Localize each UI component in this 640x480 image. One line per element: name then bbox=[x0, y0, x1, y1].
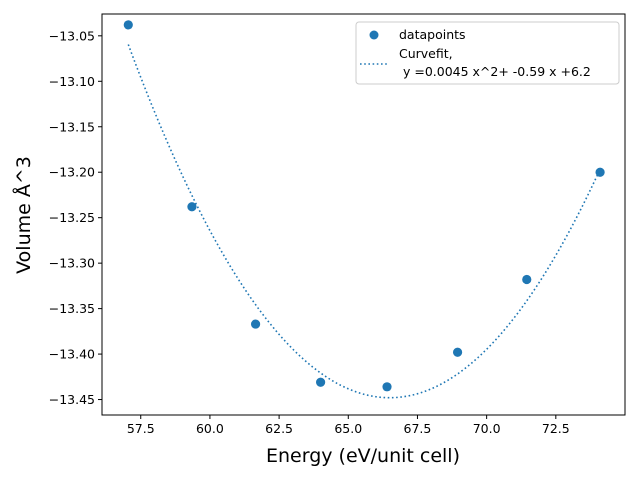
y-tick-label: −13.05 bbox=[49, 28, 95, 43]
x-tick-label: 60.0 bbox=[196, 421, 224, 436]
y-tick-label: −13.40 bbox=[49, 347, 95, 362]
x-axis: 57.5 60.0 62.5 65.0 67.5 70.0 72.5 bbox=[127, 415, 570, 436]
y-tick-label: −13.20 bbox=[49, 165, 95, 180]
datapoint bbox=[382, 382, 392, 392]
y-axis-label: Volume Å^3 bbox=[12, 156, 35, 274]
legend: datapoints Curvefit, y =0.0045 x^2+ -0.5… bbox=[355, 21, 620, 85]
axes-frame bbox=[101, 13, 626, 416]
legend-datapoints-marker bbox=[369, 30, 379, 40]
x-tick-label: 57.5 bbox=[127, 421, 155, 436]
x-tick-label: 65.0 bbox=[334, 421, 362, 436]
legend-curvefit-label-line2: y =0.0045 x^2+ -0.59 x +6.2 bbox=[399, 64, 591, 79]
datapoint bbox=[452, 347, 463, 357]
x-tick-label: 67.5 bbox=[404, 421, 432, 436]
datapoints-layer bbox=[123, 20, 605, 392]
y-tick-label: −13.25 bbox=[49, 210, 95, 225]
curvefit-line bbox=[127, 44, 601, 399]
y-tick-label: −13.15 bbox=[49, 119, 95, 134]
curvefit-line-layer bbox=[127, 44, 601, 399]
legend-datapoints-label: datapoints bbox=[399, 27, 466, 42]
y-tick-label: −13.10 bbox=[49, 74, 95, 89]
y-tick-label: −13.30 bbox=[49, 256, 95, 271]
datapoint bbox=[316, 377, 326, 387]
y-axis: −13.05 −13.10 −13.15 −13.20 −13.25 −13.30 −13.… bbox=[49, 28, 102, 407]
legend-box bbox=[355, 21, 620, 85]
x-axis-label: Energy (eV/unit cell) bbox=[266, 445, 460, 467]
datapoint bbox=[123, 20, 133, 30]
x-tick-label: 72.5 bbox=[542, 421, 570, 436]
datapoint bbox=[250, 319, 261, 329]
datapoint bbox=[522, 274, 532, 285]
legend-curvefit-label-line1: Curvefit, bbox=[399, 46, 453, 61]
x-tick-label: 70.0 bbox=[473, 421, 501, 436]
y-tick-label: −13.35 bbox=[49, 301, 95, 316]
datapoint bbox=[187, 202, 197, 212]
x-tick-label: 62.5 bbox=[265, 421, 293, 436]
y-tick-label: −13.45 bbox=[49, 392, 95, 407]
datapoint bbox=[595, 167, 605, 177]
